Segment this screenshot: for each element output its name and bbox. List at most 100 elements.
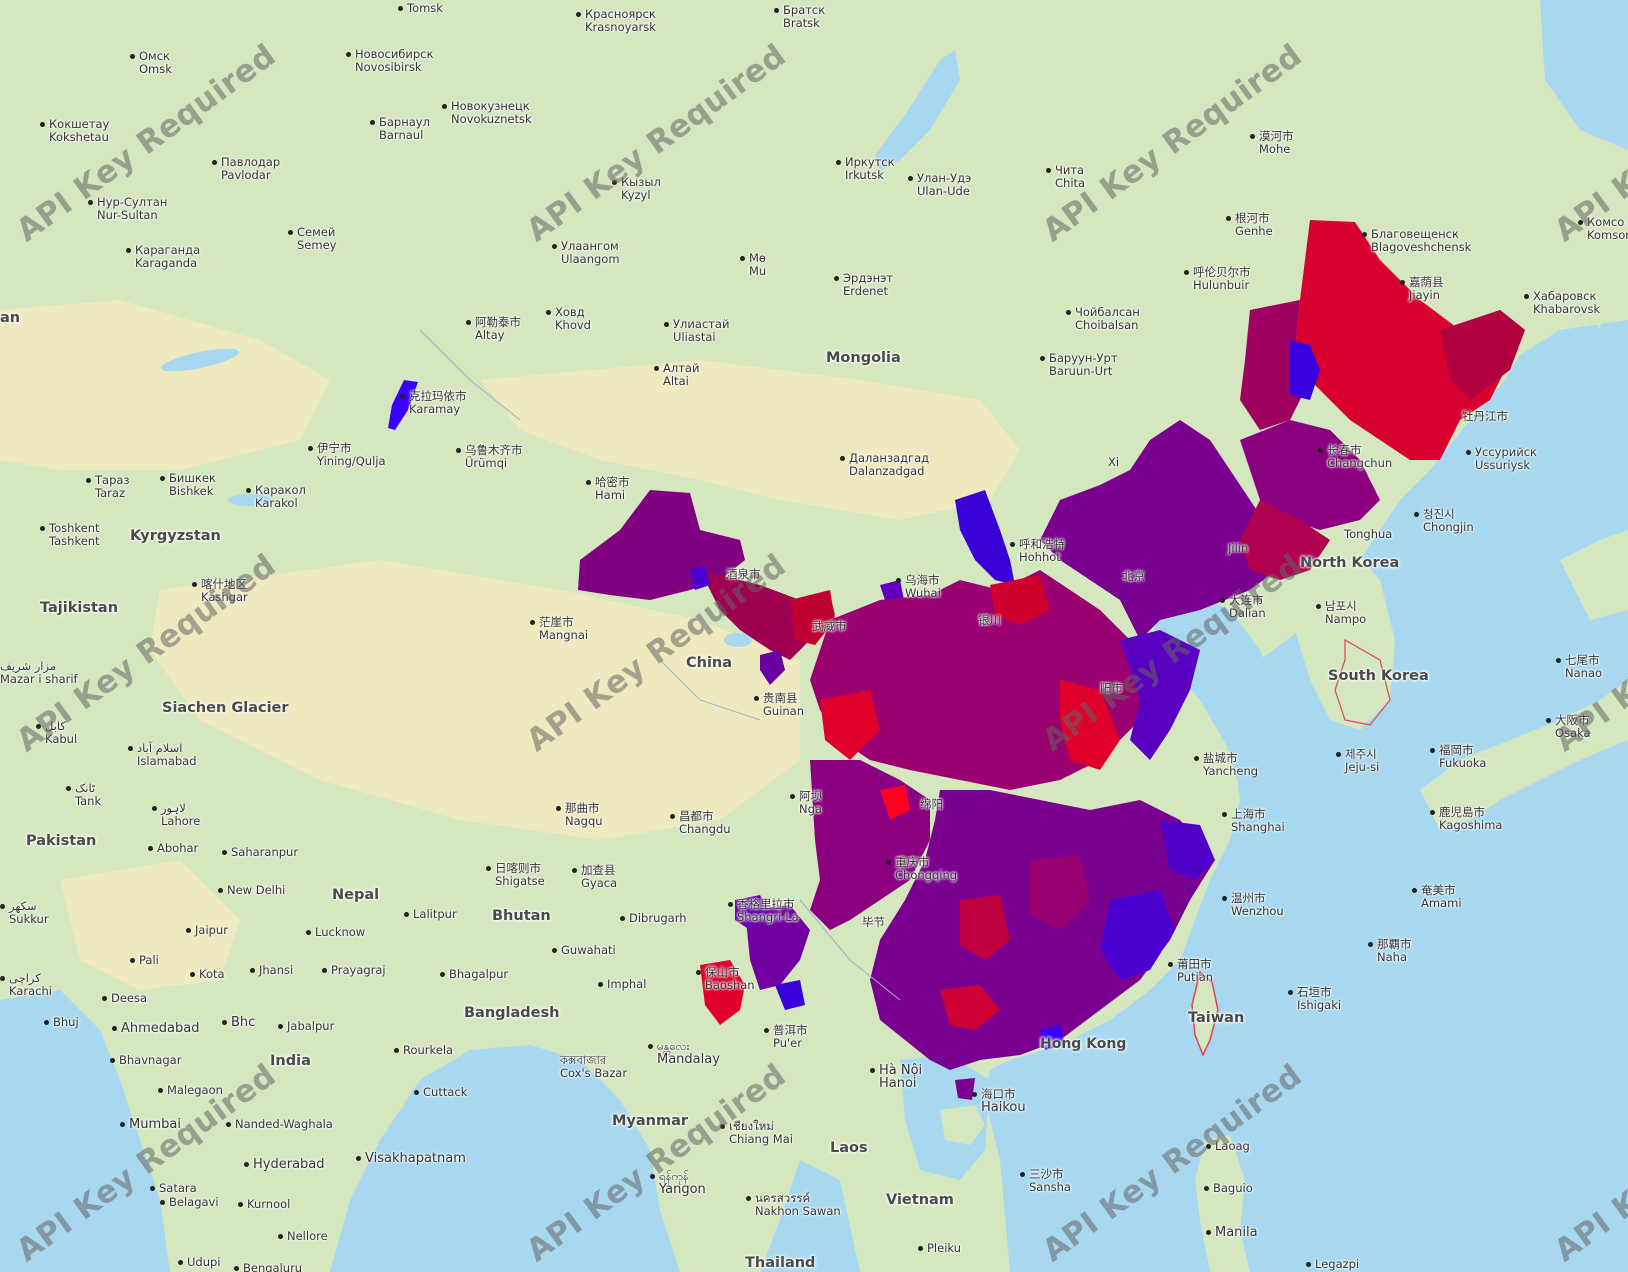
city-dot (218, 888, 223, 893)
region-inner-mongolia-blue (955, 490, 1015, 585)
city-label: 阿勒泰市 Altay (466, 316, 521, 342)
city-label: 日喀则市 Shigatse (486, 862, 545, 888)
region-xinjiang-enclave (690, 565, 710, 590)
city-label: Bhagalpur (440, 968, 508, 981)
city-label: مزار شریف Mazar i sharif (0, 659, 78, 686)
city-label: Новокузнецк Novokuznetsk (442, 100, 532, 126)
region-guangdong-red (940, 985, 1000, 1030)
city-label: كراچی Karachi (0, 972, 52, 998)
city-dot (1288, 990, 1293, 995)
city-label: 鹿児島市 Kagoshima (1430, 806, 1502, 832)
city-dot (1362, 232, 1367, 237)
city-dot (648, 1044, 653, 1049)
city-dot (836, 160, 841, 165)
country-label: Taiwan (1188, 1010, 1245, 1026)
city-label: Комсо Komsor (1578, 216, 1628, 242)
city-dot (66, 786, 71, 791)
city-dot (650, 1174, 655, 1179)
lake-qinghai (724, 633, 752, 647)
city-label: New Delhi (218, 884, 285, 897)
city-label: Lucknow (306, 926, 365, 939)
city-dot (306, 930, 311, 935)
partial-label: 北京 (1122, 569, 1145, 583)
city-label: کابل Kabul (36, 720, 77, 746)
city-label: Павлодар Pavlodar (212, 156, 280, 182)
country-label: Bangladesh (464, 1005, 560, 1021)
taiwan-island (1191, 970, 1219, 1057)
city-dot (356, 1156, 361, 1161)
city-label: Deesa (102, 992, 147, 1005)
country-label: Vietnam (886, 1192, 954, 1208)
city-dot (1250, 134, 1255, 139)
city-label: لاہور Lahore (152, 802, 200, 828)
city-label: 奄美市 Amami (1412, 884, 1462, 910)
city-label: เชียงใหม่ Chiang Mai (720, 1120, 793, 1146)
city-label: Bhavnagar (110, 1054, 181, 1067)
city-dot (308, 446, 313, 451)
country-label: India (270, 1053, 311, 1069)
partial-label: Jilin (1228, 541, 1249, 555)
city-dot (110, 1058, 115, 1063)
city-dot (244, 1162, 249, 1167)
city-label: 莆田市 Putian (1168, 958, 1213, 984)
city-dot (720, 1124, 725, 1129)
city-label: Legazpi (1306, 1258, 1359, 1271)
city-dot (1430, 748, 1435, 753)
city-label: Abohar (148, 842, 198, 855)
city-dot (1220, 598, 1225, 603)
city-dot (664, 322, 669, 327)
country-label: Thailand (745, 1255, 816, 1271)
city-dot (530, 620, 535, 625)
city-label: 克拉玛依市 Karamay (400, 390, 467, 416)
region-shangrila-purple (735, 895, 770, 930)
partial-label: Xi (1108, 455, 1120, 469)
city-dot (834, 276, 839, 281)
partial-label: Hong Kong (1040, 1036, 1127, 1052)
city-dot (572, 868, 577, 873)
city-dot (222, 1020, 227, 1025)
city-label: 重庆市 Chongqing (886, 856, 957, 882)
city-label: Каракол Karakol (246, 484, 306, 510)
city-label: 乌海市 Wuhai (896, 574, 941, 600)
city-dot (398, 6, 403, 11)
city-dot (1430, 810, 1435, 815)
city-dot (126, 248, 131, 253)
city-label: 温州市 Wenzhou (1222, 892, 1284, 918)
city-dot (1412, 888, 1417, 893)
country-label: Tajikistan (40, 600, 119, 616)
city-dot (1318, 448, 1323, 453)
city-dot (44, 1020, 49, 1025)
city-dot (190, 972, 195, 977)
city-label: 哈密市 Hami (586, 476, 630, 502)
city-dot (222, 850, 227, 855)
city-dot (1222, 812, 1227, 817)
city-label: 三沙市 Sansha (1020, 1168, 1071, 1194)
region-jiangxi-purple (1030, 855, 1090, 930)
city-dot (612, 180, 617, 185)
city-label: 呼和浩特 Hohhot (1010, 538, 1065, 564)
region-qinghai-east (760, 650, 785, 685)
city-label: Visakhapatnam (356, 1152, 466, 1165)
city-dot (598, 982, 603, 987)
city-label: سکھر Sukkur (0, 900, 49, 926)
city-label: Баруун-Урт Baruun-Urt (1040, 352, 1118, 378)
kazakh-steppe (0, 300, 330, 470)
country-label: an (0, 310, 21, 326)
city-label: Hà Nội Hanoi (870, 1064, 922, 1090)
city-dot (654, 366, 659, 371)
city-dot (1524, 294, 1529, 299)
region-shanxi-red (990, 575, 1050, 625)
city-label: 贵南县 Guinan (754, 692, 804, 718)
city-label: Улаангом Ulaangom (552, 240, 620, 266)
city-dot (840, 456, 845, 461)
city-label: 大连市 Dalian (1220, 594, 1266, 620)
okhotsk-sea (1540, 0, 1628, 150)
city-label: Udupi (178, 1256, 221, 1269)
hainan-island (940, 1105, 985, 1145)
city-label: Ховд Khovd (546, 306, 591, 332)
city-label: Хабаровск Khabarovsk (1524, 290, 1600, 316)
city-label: 石垣市 Ishigaki (1288, 986, 1341, 1012)
city-dot (346, 52, 351, 57)
city-dot (728, 902, 733, 907)
